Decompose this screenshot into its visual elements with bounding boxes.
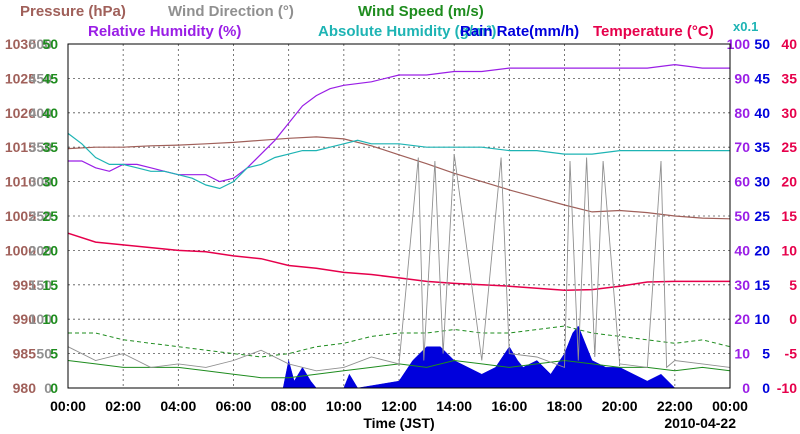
rel_hum-tick-label: 90 [734,70,750,86]
x-axis-title: Time (JST) [363,415,434,431]
temp-tick-label: 5 [789,277,797,293]
pressure-tick-label: 995 [13,277,37,293]
temp-tick-label: 25 [781,139,797,155]
temp-tick-label: 40 [781,36,797,52]
wind_dir-tick-label: 50 [36,346,52,362]
rel_hum-tick-label: 0 [742,380,750,396]
wind_dir-tick-label: 400 [29,105,53,121]
rain-tick-label: 45 [754,70,770,86]
pressure-tick-label: 985 [13,346,37,362]
legend-wind_speed: Wind Speed (m/s) [358,3,484,20]
pressure-tick-label: 1010 [5,174,36,190]
series-temp [67,232,730,292]
pressure-tick-label: 1030 [5,36,36,52]
wind_dir-tick-label: 200 [29,242,53,258]
rain-tick-label: 50 [754,36,770,52]
x-tick-label: 02:00 [105,398,141,414]
x-tick-label: 14:00 [436,398,472,414]
wind_speed-tick-label: 5 [50,346,58,362]
rain-tick-label: 35 [754,139,770,155]
wind_speed-tick-label: 40 [42,105,58,121]
x-tick-label: 08:00 [271,398,307,414]
rain-tick-label: 10 [754,311,770,327]
x-tick-label: 00:00 [712,398,748,414]
wind_dir-tick-label: 450 [29,70,53,86]
series-rel_hum [68,63,730,183]
wind_speed-tick-label: 35 [42,139,58,155]
plot-frame [67,43,731,389]
rain-tick-label: 0 [762,380,770,396]
rain-rate-area [282,325,676,389]
series-wind_dir [67,154,731,372]
wind_speed-tick-label: 25 [42,208,58,224]
x-tick-label: 22:00 [657,398,693,414]
wind_speed-tick-label: 20 [42,242,58,258]
x-tick-label: 16:00 [491,398,527,414]
pressure-tick-label: 1020 [5,105,36,121]
rel_hum-tick-label: 70 [734,139,750,155]
pressure-tick-label: 1005 [5,208,36,224]
legend-rain: Rain Rate(mm/h) [460,23,579,40]
pressure-tick-label: 1015 [5,139,36,155]
wind_dir-tick-label: 250 [29,208,53,224]
temp-tick-label: 15 [781,208,797,224]
pressure-tick-label: 1025 [5,70,36,86]
rel_hum-tick-label: 20 [734,311,750,327]
rel_hum-tick-label: 10 [734,346,750,362]
pressure-tick-label: 1000 [5,242,36,258]
rain-tick-label: 25 [754,208,770,224]
legend-wind_dir: Wind Direction (°) [168,3,294,20]
rel_hum-tick-label: 80 [734,105,750,121]
x-tick-label: 06:00 [216,398,252,414]
series-abs_hum [67,132,730,190]
legend-pressure: Pressure (hPa) [20,3,126,20]
rel_hum-tick-label: 100 [727,36,751,52]
x-tick-label: 04:00 [160,398,196,414]
rain-tick-label: 15 [754,277,770,293]
temp-tick-label: 20 [781,174,797,190]
x-tick-label: 10:00 [326,398,362,414]
wind_speed-tick-label: 50 [42,36,58,52]
date-label: 2010-04-22 [664,415,736,431]
rel_hum-tick-label: 50 [734,208,750,224]
pressure-tick-label: 990 [13,311,37,327]
temp-tick-label: 35 [781,70,797,86]
wind_speed-tick-label: 0 [50,380,58,396]
rel_hum-tick-label: 40 [734,242,750,258]
wind_dir-tick-label: 300 [29,174,53,190]
wind_speed-tick-label: 45 [42,70,58,86]
legend-temp: Temperature (°C) [593,23,714,40]
wind_dir-tick-label: 0 [44,380,52,396]
wind_speed-tick-label: 30 [42,174,58,190]
wind_speed-tick-label: 10 [42,311,58,327]
legend-rel_hum: Relative Humidity (%) [88,23,241,40]
x-tick-label: 18:00 [547,398,583,414]
wind_dir-tick-label: 100 [29,311,53,327]
pressure-tick-label: 980 [13,380,37,396]
wind_dir-tick-label: 150 [29,277,53,293]
temp-tick-label: 30 [781,105,797,121]
wind_dir-tick-label: 350 [29,139,53,155]
rain-tick-label: 30 [754,174,770,190]
legend-abs_hum_scale: x0.1 [733,19,758,34]
x-tick-label: 20:00 [602,398,638,414]
series-pressure [67,136,731,220]
legend-abs_hum: Absolute Humidity (g/m³) [318,23,496,40]
temp-tick-label: -10 [777,380,797,396]
rain-tick-label: 5 [762,346,770,362]
x-tick-label: 12:00 [381,398,417,414]
temp-tick-label: 0 [789,311,797,327]
temp-tick-label: 10 [781,242,797,258]
rain-tick-label: 40 [754,105,770,121]
wind_speed-tick-label: 15 [42,277,58,293]
temp-tick-label: -5 [785,346,798,362]
wind_dir-tick-label: 500 [29,36,53,52]
x-tick-label: 00:00 [50,398,86,414]
rel_hum-tick-label: 30 [734,277,750,293]
rain-tick-label: 20 [754,242,770,258]
rel_hum-tick-label: 60 [734,174,750,190]
